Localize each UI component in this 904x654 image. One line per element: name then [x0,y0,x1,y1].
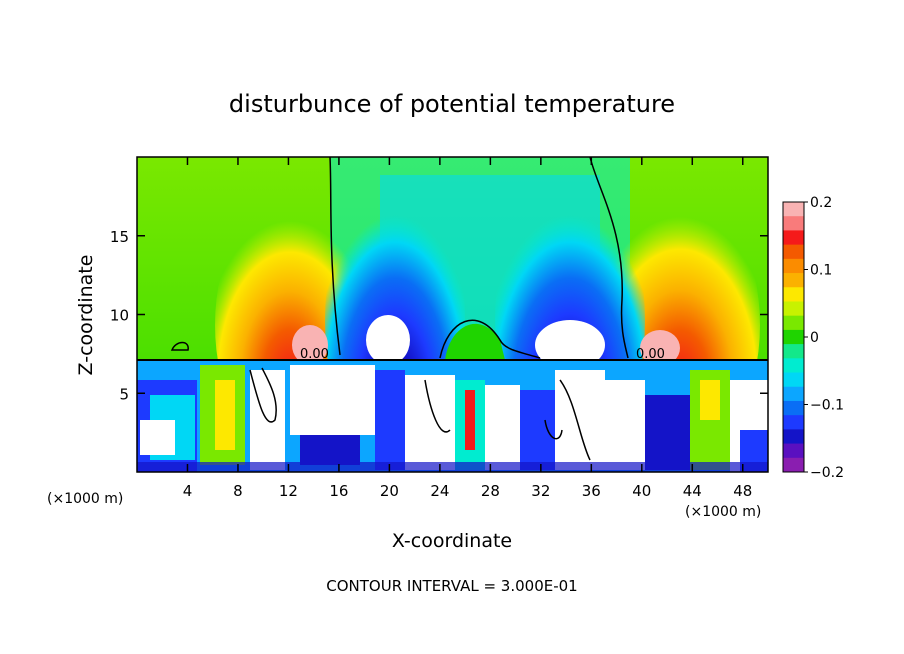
min-core-left [366,315,410,365]
x-axis-label: X-coordinate [392,530,512,552]
x-axis: 4 8 12 16 20 24 28 32 36 40 44 48 [183,157,752,500]
colorbar-swatch-12 [783,372,804,388]
colorbar-swatch-2 [783,230,804,246]
y-tick-label-0: 5 [119,385,129,403]
colorbar-label-1: 0.1 [810,263,832,279]
x-tick-label-11: 48 [733,482,752,500]
colorbar: 0.2 0.1 0 −0.1 −0.2 [782,195,844,481]
colorbar-swatch-9 [783,329,804,345]
contour-lines [170,157,629,461]
contour-label-1: 0.00 [636,347,665,362]
contour-small [170,341,189,351]
lower-layer-texture [137,365,768,472]
colorbar-label-4: −0.2 [810,465,844,481]
colorbar-swatch-7 [783,301,804,317]
x-tick-label-0: 4 [183,482,193,500]
colorbar-swatch-11 [783,358,804,374]
x-tick-label-1: 8 [233,482,243,500]
min-core-right [535,320,605,370]
bump-region [445,323,505,360]
x-tick-label-2: 12 [279,482,298,500]
colorbar-swatch-3 [783,244,804,260]
y-tick-label-1: 10 [110,307,129,325]
contour-lower-2 [424,379,451,433]
contour-label-0: 0.00 [300,347,329,362]
x-tick-label-3: 16 [329,482,348,500]
colorbar-swatch-14 [783,400,804,416]
colorbar-swatch-16 [783,429,804,445]
colorbar-swatch-17 [783,443,804,459]
contour-interval-note: CONTOUR INTERVAL = 3.000E-01 [326,577,577,595]
colorbar-swatch-0 [783,202,804,217]
plot-field: 0.00 0.00 [137,157,768,472]
colorbar-swatch-18 [783,457,804,473]
max-core-right [640,330,680,366]
x-tick-label-6: 28 [481,482,500,500]
colorbar-swatch-10 [783,344,804,359]
max-core-left [292,325,328,365]
colorbar-swatch-4 [783,258,804,274]
contour-zero-2 [589,157,629,359]
x-unit-right: (×1000 m) [685,504,761,520]
colorbar-swatch-15 [783,415,804,430]
colorbar-swatch-13 [783,386,804,402]
colorbar-label-3: −0.1 [810,398,844,414]
x-tick-label-5: 24 [430,482,449,500]
colorbar-swatch-5 [783,273,804,288]
contour-bump [439,319,541,359]
x-tick-label-9: 40 [632,482,651,500]
x-tick-label-10: 44 [683,482,702,500]
colorbar-swatch-6 [783,287,804,302]
x-unit-left: (×1000 m) [47,491,123,507]
colorbar-label-2: 0 [810,330,819,346]
x-tick-label-8: 36 [582,482,601,500]
contour-zero-1 [329,157,341,356]
chart-title: disturbunce of potential temperature [229,90,675,118]
y-axis-label: Z-coordinate [75,255,97,376]
contour-lower-1 [249,367,277,423]
y-tick-label-2: 15 [110,228,129,246]
y-axis: 5 10 15 [110,228,768,403]
x-tick-label-4: 20 [380,482,399,500]
contour-lower-3 [544,419,563,440]
colorbar-label-0: 0.2 [810,195,832,211]
colorbar-swatch-8 [783,315,804,331]
colorbar-swatch-1 [783,216,804,231]
contour-lower-4 [559,379,591,461]
x-tick-label-7: 32 [531,482,550,500]
